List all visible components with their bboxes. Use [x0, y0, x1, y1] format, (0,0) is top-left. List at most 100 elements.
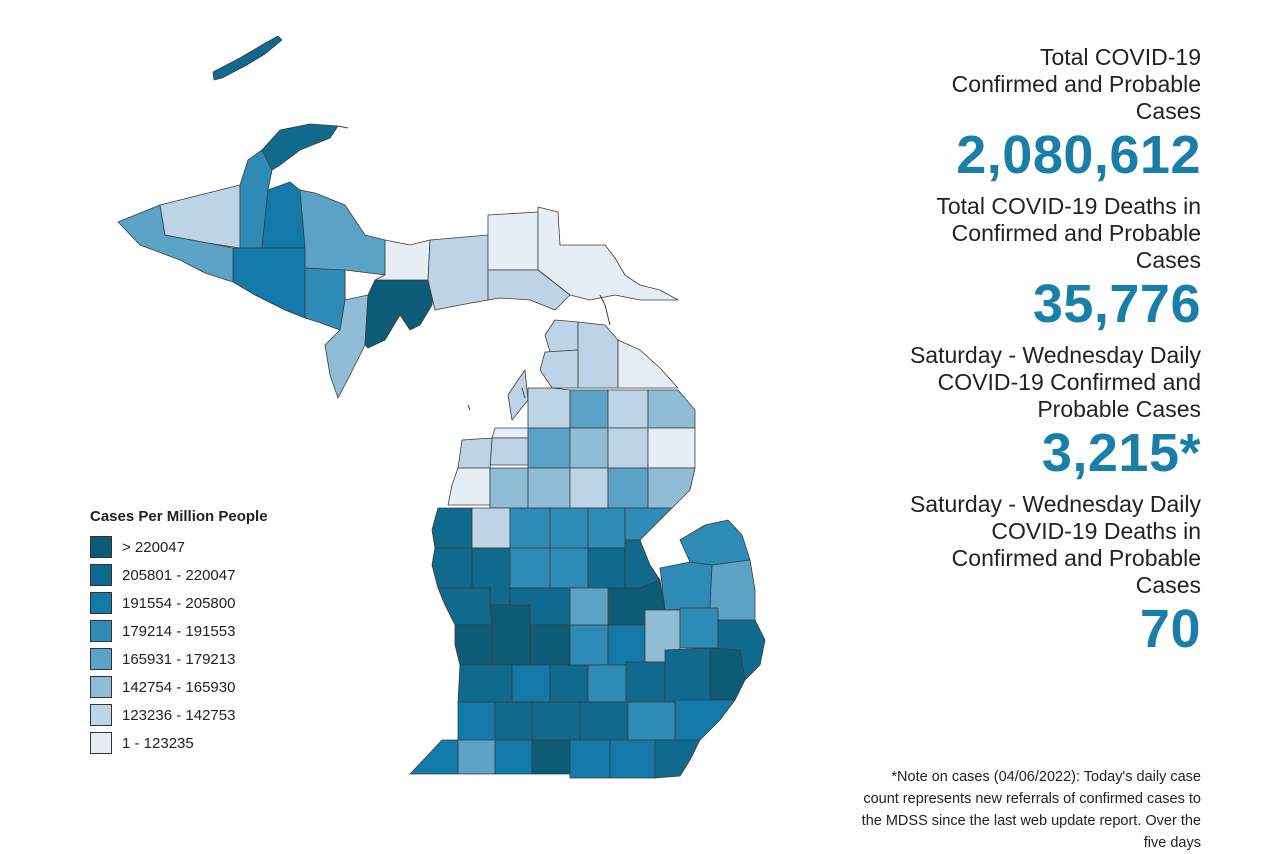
county-tuscola[interactable]	[659, 561, 713, 611]
county-baraga[interactable]	[261, 181, 306, 249]
legend-swatch	[90, 620, 112, 642]
county-muskegon[interactable]	[437, 587, 493, 626]
county-ottawa[interactable]	[454, 624, 493, 666]
county-washtenaw[interactable]	[627, 701, 676, 741]
legend-label: > 220047	[122, 538, 185, 556]
michigan-map	[117, 35, 766, 779]
county-livingston[interactable]	[625, 661, 666, 703]
county-antrim[interactable]	[527, 387, 571, 429]
county-branch[interactable]	[531, 739, 571, 775]
county-calhoun[interactable]	[531, 701, 581, 741]
county-presque-isle[interactable]	[617, 339, 679, 389]
county-bay[interactable]	[624, 539, 661, 589]
county-delta[interactable]	[364, 279, 436, 349]
county-hillsdale[interactable]	[569, 739, 611, 779]
legend-item: 205801 - 220047	[90, 561, 268, 589]
county-mecosta[interactable]	[509, 547, 551, 589]
county-mackinac[interactable]	[487, 269, 571, 311]
county-dickinson[interactable]	[304, 267, 346, 331]
legend-label: 123236 - 142753	[122, 706, 236, 724]
county-otsego[interactable]	[569, 389, 609, 429]
county-ingham[interactable]	[587, 664, 627, 703]
stat-total-cases-value: 2,080,612	[956, 125, 1201, 185]
county-schoolcraft[interactable]	[427, 234, 489, 311]
legend-item: 191554 - 205800	[90, 589, 268, 617]
county-gratiot[interactable]	[569, 587, 609, 626]
county-van-buren[interactable]	[457, 701, 496, 741]
county-alpena[interactable]	[647, 389, 696, 429]
county-keweenaw-isle[interactable]	[212, 35, 283, 81]
county-alcona[interactable]	[647, 427, 696, 469]
stat-daily-deaths-value: 70	[1139, 599, 1201, 659]
stat-total-deaths-label: Total COVID-19 Deaths in Confirmed and P…	[936, 193, 1201, 273]
stat-total-deaths-value: 35,776	[1032, 274, 1201, 334]
legend-label: 165931 - 179213	[122, 650, 236, 668]
legend-item: 142754 - 165930	[90, 673, 268, 701]
county-cass[interactable]	[457, 739, 496, 775]
stat-daily-cases-label: Saturday - Wednesday Daily COVID-19 Conf…	[909, 342, 1201, 422]
legend-swatch	[90, 676, 112, 698]
county-crawford[interactable]	[569, 427, 609, 469]
county-clare[interactable]	[549, 507, 589, 549]
county-iosco[interactable]	[647, 467, 696, 509]
coast-detail	[337, 125, 611, 411]
county-cheboygan[interactable]	[577, 321, 619, 389]
county-roscommon[interactable]	[569, 467, 609, 509]
county-wayne[interactable]	[674, 699, 736, 741]
county-iron[interactable]	[232, 247, 306, 319]
map-legend: Cases Per Million People > 220047 205801 …	[90, 508, 268, 757]
legend-item: > 220047	[90, 533, 268, 561]
legend-label: 179214 - 191553	[122, 622, 236, 640]
stat-total-deaths: Total COVID-19 Deaths in Confirmed and P…	[841, 193, 1201, 334]
county-clinton[interactable]	[569, 624, 609, 666]
county-ionia[interactable]	[529, 624, 571, 666]
county-jackson[interactable]	[579, 701, 629, 741]
county-leelanau[interactable]	[507, 369, 529, 421]
county-benzie[interactable]	[491, 427, 529, 439]
legend-swatch	[90, 564, 112, 586]
county-emmet[interactable]	[544, 319, 579, 353]
county-osceola[interactable]	[509, 507, 551, 549]
county-wexford[interactable]	[489, 467, 529, 509]
county-montmorency[interactable]	[607, 389, 649, 429]
county-ogemaw[interactable]	[607, 467, 649, 509]
county-manistee[interactable]	[447, 467, 491, 506]
county-macomb[interactable]	[709, 647, 746, 701]
county-manistee-n[interactable]	[457, 437, 493, 469]
county-monroe[interactable]	[654, 739, 701, 779]
county-oceana[interactable]	[431, 547, 473, 589]
stat-daily-cases: Saturday - Wednesday Daily COVID-19 Conf…	[841, 342, 1201, 483]
county-mason[interactable]	[431, 507, 473, 549]
county-arenac[interactable]	[624, 507, 673, 541]
county-gladwin[interactable]	[587, 507, 626, 549]
county-kalamazoo[interactable]	[494, 701, 533, 741]
county-kent[interactable]	[489, 604, 531, 666]
county-berrien[interactable]	[409, 739, 459, 775]
county-barry[interactable]	[511, 664, 551, 703]
legend-swatch	[90, 536, 112, 558]
county-eaton[interactable]	[549, 664, 589, 703]
note-on-cases: *Note on cases (04/06/2022): Today's dai…	[861, 769, 1201, 851]
county-huron[interactable]	[679, 519, 751, 566]
county-missaukee[interactable]	[527, 467, 571, 509]
legend-label: 205801 - 220047	[122, 566, 236, 584]
county-shiawassee[interactable]	[607, 624, 646, 666]
county-lenawee[interactable]	[609, 739, 656, 779]
county-kalkaska[interactable]	[527, 427, 571, 469]
county-charlevoix[interactable]	[539, 349, 579, 389]
legend-item: 165931 - 179213	[90, 645, 268, 673]
legend-item: 123236 - 142753	[90, 701, 268, 729]
county-midland[interactable]	[587, 547, 626, 589]
county-lake[interactable]	[471, 507, 511, 549]
county-gt[interactable]	[489, 437, 529, 466]
county-keweenaw[interactable]	[261, 123, 339, 171]
county-oscoda[interactable]	[607, 427, 649, 469]
county-chippewa[interactable]	[537, 206, 679, 301]
county-oakland[interactable]	[664, 647, 711, 703]
county-isabella[interactable]	[549, 547, 589, 589]
county-luce[interactable]	[487, 211, 539, 271]
county-st-joseph[interactable]	[494, 739, 533, 775]
legend-item: 179214 - 191553	[90, 617, 268, 645]
county-allegan[interactable]	[457, 664, 513, 703]
county-lapeer[interactable]	[679, 607, 719, 649]
